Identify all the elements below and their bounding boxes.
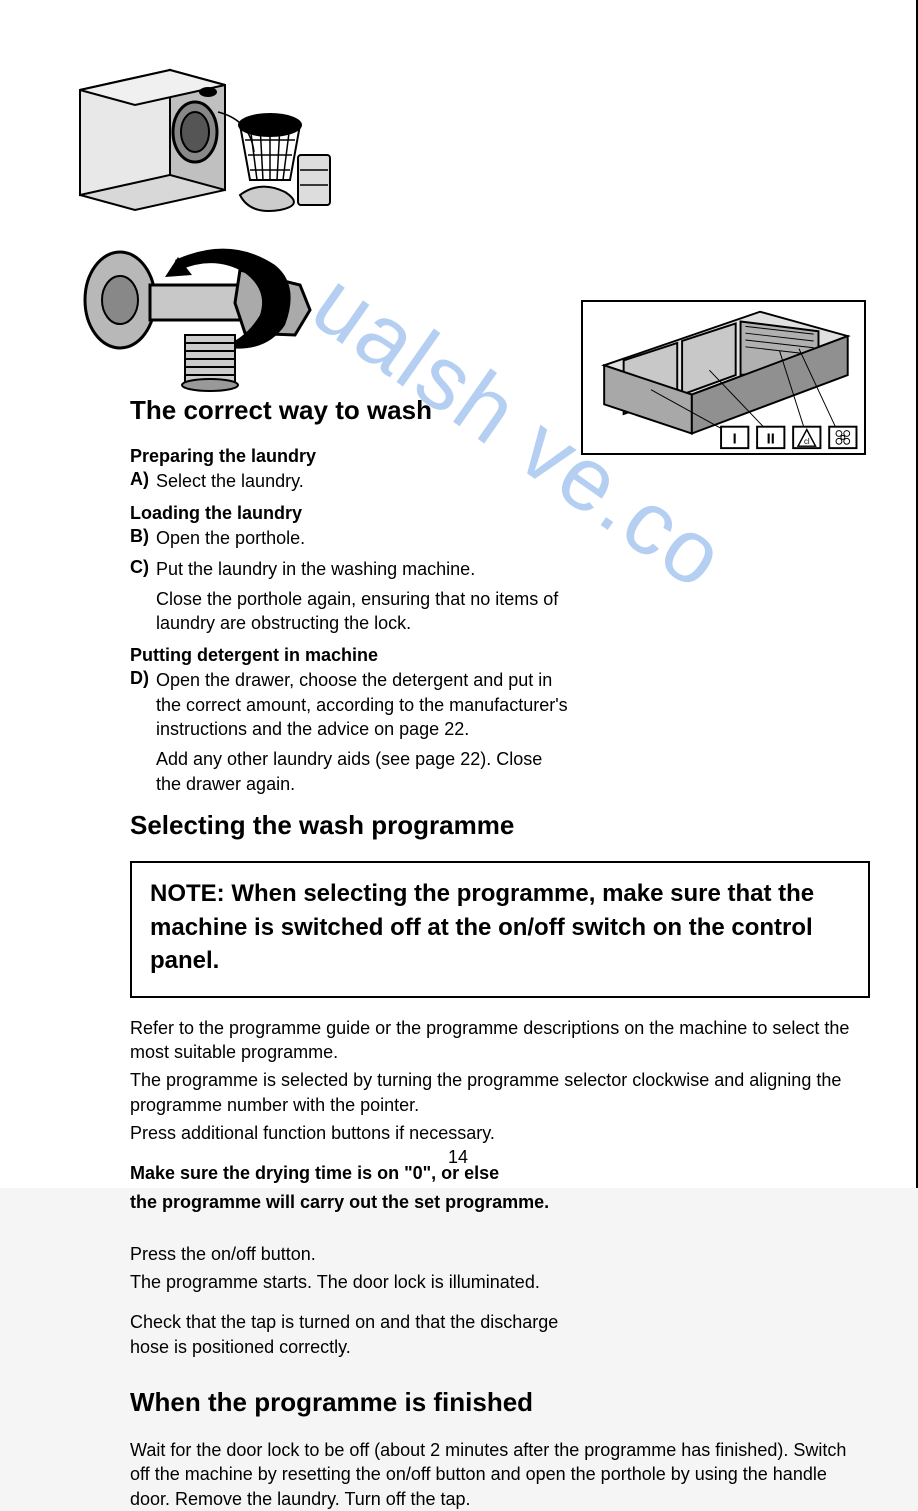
step-a-text: Select the laundry.: [156, 469, 304, 493]
para-check-tap: Check that the tap is turned on and that…: [130, 1310, 585, 1359]
step-c-text: Put the laundry in the washing machine.: [156, 557, 475, 581]
subheading-detergent: Putting detergent in machine: [130, 645, 570, 666]
step-d-label: D): [130, 668, 156, 741]
manual-page: ualsh ve.co: [0, 0, 918, 1188]
note-box: NOTE: When selecting the programme, make…: [130, 861, 870, 998]
para-additional: Press additional function buttons if nec…: [130, 1121, 870, 1145]
illustration-tap: [50, 215, 328, 395]
para-refer-guide: Refer to the programme guide or the prog…: [130, 1016, 870, 1065]
step-a-label: A): [130, 469, 156, 493]
step-d-text: Open the drawer, choose the detergent an…: [156, 668, 570, 741]
para-selector: The programme is selected by turning the…: [130, 1068, 870, 1117]
heading-finished: When the programme is finished: [130, 1387, 870, 1418]
para-finished: Wait for the door lock to be off (about …: [130, 1438, 870, 1511]
illustration-detergent-drawer: I II cl: [581, 300, 866, 455]
step-b-text: Open the porthole.: [156, 526, 305, 550]
step-b-label: B): [130, 526, 156, 550]
bold-drying-1: Make sure the drying time is on "0", or …: [130, 1161, 870, 1185]
para-programme-starts: The programme starts. The door lock is i…: [130, 1270, 585, 1294]
page-number: 14: [448, 1147, 468, 1168]
svg-text:I: I: [733, 431, 737, 447]
step-d-more: Add any other laundry aids (see page 22)…: [156, 747, 570, 796]
para-press-onoff: Press the on/off button.: [130, 1242, 585, 1266]
subheading-preparing: Preparing the laundry: [130, 446, 560, 467]
step-c-more: Close the porthole again, ensuring that …: [156, 587, 560, 636]
step-c-label: C): [130, 557, 156, 581]
svg-text:II: II: [767, 431, 775, 447]
illustration-washing-machine: [50, 60, 335, 215]
bold-drying-2: the programme will carry out the set pro…: [130, 1190, 870, 1214]
svg-text:cl: cl: [804, 437, 810, 446]
subheading-loading: Loading the laundry: [130, 503, 560, 524]
heading-selecting: Selecting the wash programme: [130, 810, 870, 841]
note-text: NOTE: When selecting the programme, make…: [150, 877, 850, 978]
